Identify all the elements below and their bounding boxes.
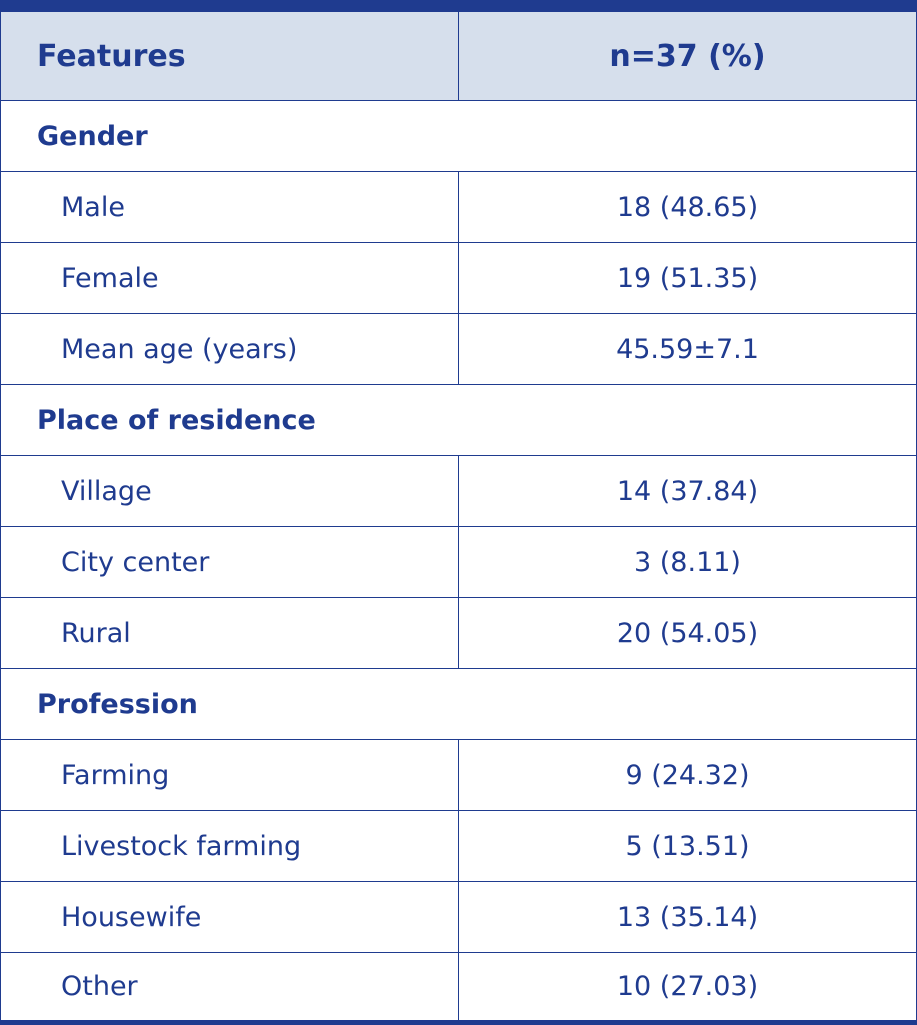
- table-row: Farming 9 (24.32): [1, 740, 916, 811]
- row-value: 19 (51.35): [616, 262, 759, 294]
- table-header-row: Features n=37 (%): [1, 12, 916, 101]
- row-label: Mean age (years): [1, 314, 459, 384]
- table-row: Village 14 (37.84): [1, 456, 916, 527]
- row-value: 10 (27.03): [616, 971, 759, 1002]
- row-value: 14 (37.84): [616, 475, 759, 507]
- table-row: Housewife 13 (35.14): [1, 882, 916, 953]
- row-value: 20 (54.05): [616, 617, 759, 649]
- table-row: Mean age (years) 45.59±7.1: [1, 314, 916, 385]
- row-label: Farming: [1, 740, 459, 810]
- section-title: Place of residence: [37, 404, 316, 436]
- section-row-profession: Profession: [1, 669, 916, 740]
- row-label: Livestock farming: [1, 811, 459, 881]
- count-header: n=37 (%): [609, 38, 766, 74]
- row-value: 9 (24.32): [625, 759, 750, 791]
- table-row: City center 3 (8.11): [1, 527, 916, 598]
- row-label: Male: [1, 172, 459, 242]
- features-header: Features: [1, 12, 459, 100]
- row-value: 18 (48.65): [616, 191, 759, 223]
- row-label: City center: [1, 527, 459, 597]
- table-row: Other 10 (27.03): [1, 953, 916, 1020]
- row-label: Village: [1, 456, 459, 526]
- row-value: 45.59±7.1: [616, 333, 759, 365]
- row-label: Other: [1, 953, 459, 1020]
- table-row: Female 19 (51.35): [1, 243, 916, 314]
- table-row: Male 18 (48.65): [1, 172, 916, 243]
- section-title: Profession: [37, 688, 198, 720]
- section-title: Gender: [37, 120, 148, 152]
- row-value: 5 (13.51): [625, 830, 750, 862]
- section-row-place-of-residence: Place of residence: [1, 385, 916, 456]
- row-value: 3 (8.11): [634, 546, 741, 578]
- row-label: Rural: [1, 598, 459, 668]
- row-label: Female: [1, 243, 459, 313]
- row-value: 13 (35.14): [616, 901, 759, 933]
- table-row: Rural 20 (54.05): [1, 598, 916, 669]
- table-row: Livestock farming 5 (13.51): [1, 811, 916, 882]
- row-label: Housewife: [1, 882, 459, 952]
- section-row-gender: Gender: [1, 101, 916, 172]
